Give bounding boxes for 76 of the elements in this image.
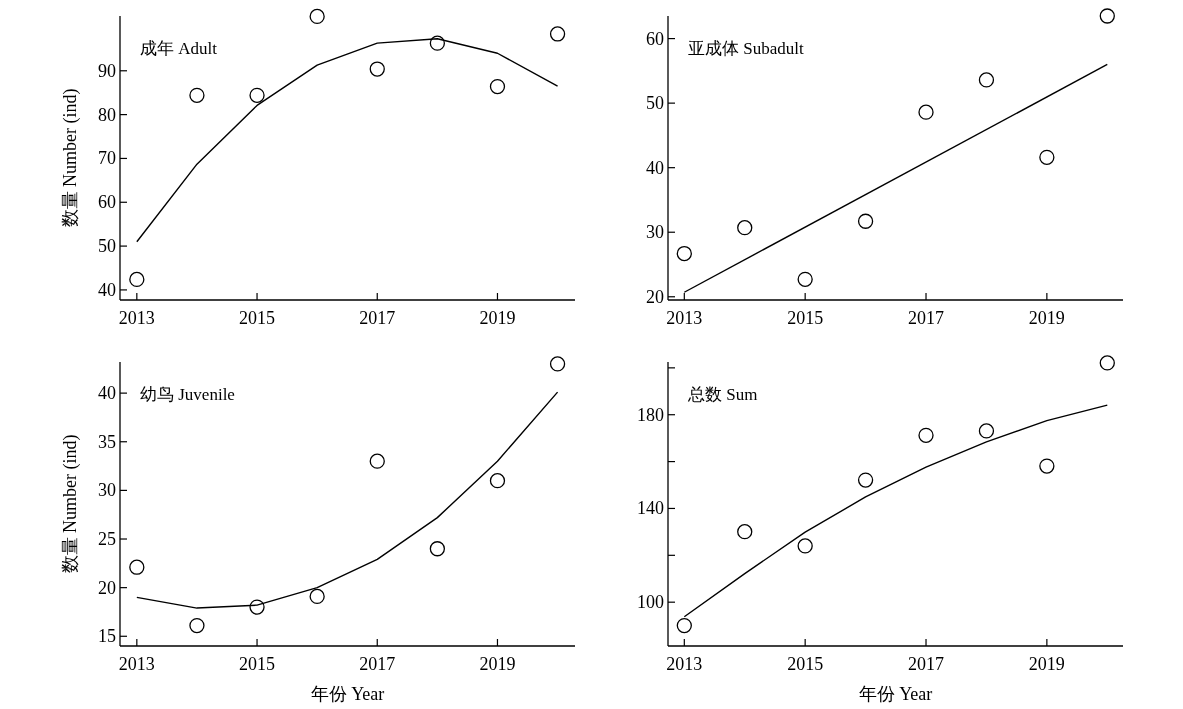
point [676, 617, 692, 634]
x-tick-label: 2015 [239, 654, 276, 674]
point [857, 472, 874, 488]
x-tick-label: 2019 [1028, 654, 1065, 674]
point [918, 104, 934, 120]
x-tick-label: 2013 [118, 654, 155, 674]
y-tick-label: 25 [98, 529, 116, 550]
point [549, 356, 566, 372]
y-tick-label: 80 [98, 104, 116, 125]
point [797, 538, 813, 554]
point [249, 87, 265, 103]
x-axis-title: 年份 Year [310, 684, 385, 704]
x-tick-label: 2013 [118, 308, 155, 328]
point [918, 427, 934, 443]
point [309, 8, 325, 25]
x-tick-label: 2015 [787, 654, 824, 674]
y-tick-label: 90 [98, 60, 116, 81]
point [1039, 149, 1055, 166]
x-tick-label: 2015 [239, 308, 276, 328]
point [676, 245, 692, 262]
point [189, 87, 205, 103]
point [737, 220, 753, 236]
point [737, 524, 753, 540]
point [797, 271, 813, 287]
x-axis-title: 年份 Year [858, 684, 933, 704]
point [549, 26, 566, 42]
point [857, 213, 874, 229]
x-tick-label: 2019 [479, 308, 516, 328]
text: 总数 Sum [687, 385, 758, 404]
y-tick-label: 20 [646, 286, 664, 307]
point [489, 78, 506, 95]
x-tick-label: 2013 [666, 654, 703, 674]
point [1039, 458, 1055, 474]
y-tick-label: 35 [98, 431, 116, 452]
y-tick-label: 70 [98, 148, 116, 169]
y-tick-label: 50 [646, 93, 664, 114]
y-tick-label: 100 [637, 592, 664, 613]
point [1099, 355, 1115, 371]
point [429, 35, 446, 51]
x-tick-label: 2017 [908, 308, 945, 328]
y-axis-title: 数量 Number (ind) [60, 88, 81, 228]
y-tick-label: 20 [98, 577, 116, 598]
x-tick-label: 2013 [666, 308, 703, 328]
point [249, 599, 265, 615]
x-tick-label: 2017 [359, 654, 396, 674]
point [189, 617, 205, 634]
text: 成年 Adult [140, 39, 218, 58]
point [129, 271, 145, 288]
text: 幼鸟 Juvenile [140, 385, 235, 404]
x-tick-label: 2017 [359, 308, 396, 328]
text: 亚成体 Subadult [688, 39, 804, 58]
y-tick-label: 60 [98, 192, 116, 213]
x-tick-label: 2019 [479, 654, 516, 674]
point [978, 423, 995, 439]
point [309, 588, 325, 605]
y-tick-label: 30 [98, 480, 116, 501]
y-tick-label: 60 [646, 28, 664, 49]
point [1099, 8, 1115, 24]
y-tick-label: 30 [646, 222, 664, 243]
x-tick-label: 2017 [908, 654, 945, 674]
point [489, 473, 506, 489]
y-tick-label: 50 [98, 236, 116, 257]
x-tick-label: 2019 [1028, 308, 1065, 328]
y-tick-label: 180 [637, 404, 664, 425]
y-tick-label: 140 [637, 498, 664, 519]
y-axis-title: 数量 Number (ind) [60, 434, 81, 574]
y-tick-label: 40 [98, 383, 116, 404]
x-tick-label: 2015 [787, 308, 824, 328]
point [129, 559, 145, 575]
point [369, 61, 385, 77]
point [978, 72, 995, 88]
y-tick-label: 40 [646, 157, 664, 178]
y-tick-label: 40 [98, 279, 116, 300]
y-tick-label: 15 [98, 626, 116, 647]
point [429, 541, 446, 557]
point [369, 453, 385, 469]
